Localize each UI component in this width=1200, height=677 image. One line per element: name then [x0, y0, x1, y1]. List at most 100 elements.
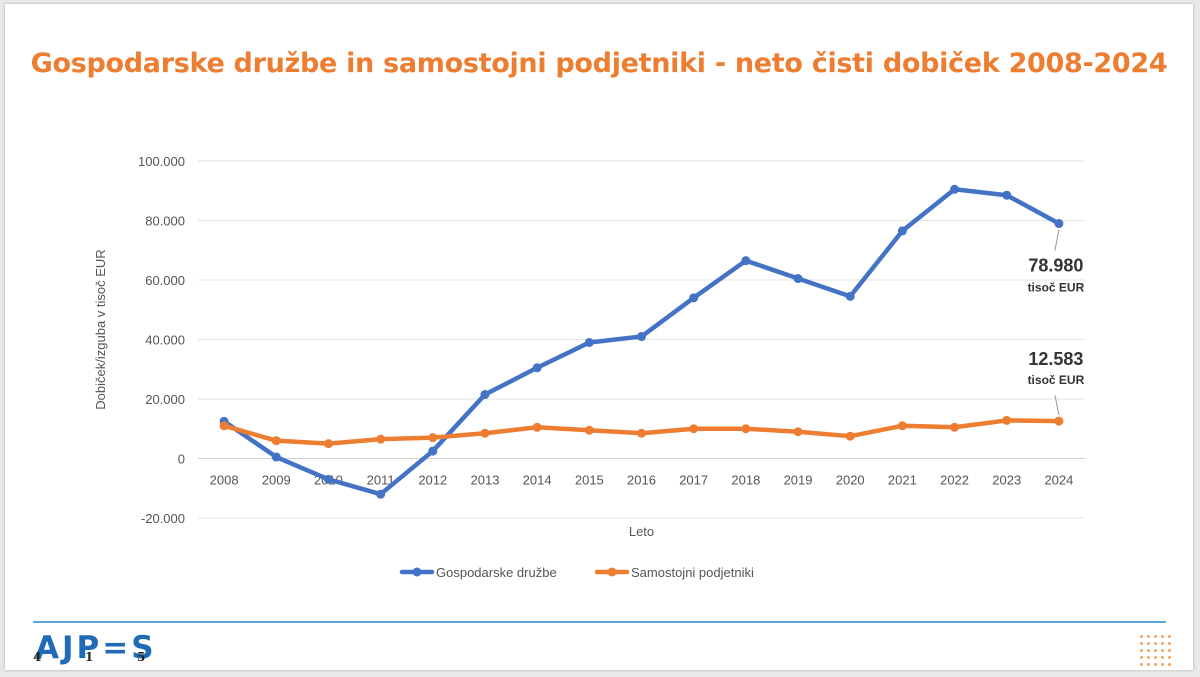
decorative-dots-icon — [1140, 635, 1176, 667]
decorative-dot — [1168, 656, 1171, 659]
data-point — [323, 439, 333, 449]
ajpes-logo: AJP=S 4 1 5 — [33, 630, 154, 666]
data-point — [793, 427, 803, 437]
decorative-dot — [1140, 656, 1143, 659]
decorative-dot — [1147, 649, 1150, 652]
y-tick-label: -20.000 — [141, 511, 185, 526]
decorative-dot — [1168, 649, 1171, 652]
decorative-dot — [1154, 656, 1157, 659]
decorative-dot — [1147, 635, 1150, 638]
x-tick-label: 2020 — [836, 473, 865, 488]
data-point — [480, 390, 490, 400]
x-tick-label: 2009 — [262, 473, 291, 488]
x-tick-label: 2013 — [471, 473, 500, 488]
data-point — [532, 422, 542, 432]
data-point — [532, 363, 542, 373]
decorative-dot — [1147, 656, 1150, 659]
data-point — [637, 332, 646, 342]
annotation-unit: tisoč EUR — [1028, 373, 1085, 387]
data-point — [950, 422, 960, 432]
annotation-unit: tisoč EUR — [1028, 281, 1085, 295]
legend-marker-1 — [412, 567, 422, 577]
decorative-dot — [1161, 663, 1164, 666]
data-point — [689, 424, 699, 434]
data-point — [271, 436, 281, 446]
data-point — [897, 226, 907, 236]
data-point — [323, 474, 333, 484]
data-point — [376, 489, 386, 499]
x-tick-label: 2018 — [731, 473, 760, 488]
decorative-dot — [1161, 656, 1164, 659]
footer-divider — [33, 621, 1166, 623]
series-line-1 — [221, 187, 1062, 497]
logo-digit-3: 5 — [137, 650, 146, 664]
x-tick-label: 2014 — [523, 473, 552, 488]
data-point — [376, 434, 386, 444]
decorative-dot — [1161, 642, 1164, 645]
y-tick-label: 20.000 — [145, 392, 185, 407]
decorative-dot — [1161, 649, 1164, 652]
data-point — [219, 421, 229, 431]
decorative-dot — [1154, 649, 1157, 652]
annotation-leader — [1054, 394, 1060, 416]
data-point — [271, 452, 281, 462]
data-point — [428, 446, 438, 456]
decorative-dot — [1161, 635, 1164, 638]
x-tick-label: 2023 — [992, 473, 1021, 488]
x-tick-label: 2024 — [1044, 473, 1073, 488]
data-point — [793, 274, 803, 284]
decorative-dot — [1168, 663, 1171, 666]
x-tick-label: 2019 — [784, 473, 813, 488]
data-point — [897, 421, 907, 431]
data-point — [845, 431, 855, 441]
data-point — [1054, 416, 1064, 426]
data-point — [584, 337, 594, 347]
decorative-dot — [1140, 663, 1143, 666]
data-point — [480, 428, 490, 438]
decorative-dot — [1154, 663, 1157, 666]
logo-letters: AJP=S — [35, 630, 157, 666]
x-tick-label: 2015 — [575, 473, 604, 488]
y-tick-label: 0 — [178, 452, 185, 467]
x-tick-label: 2011 — [367, 473, 395, 488]
y-axis-title: Dobiček/izguba v tisoč EUR — [93, 249, 108, 409]
logo-digit-1: 4 — [33, 650, 42, 664]
logo-digit-2: 1 — [85, 650, 94, 664]
data-point — [950, 184, 960, 194]
x-axis-title: Leto — [629, 524, 654, 539]
legend-label-1: Gospodarske družbe — [436, 565, 557, 580]
legend-label-2: Samostojni podjetniki — [631, 565, 754, 580]
x-tick-label: 2021 — [888, 473, 917, 488]
data-point — [741, 424, 751, 434]
data-point — [689, 293, 699, 303]
decorative-dot — [1168, 635, 1171, 638]
decorative-dot — [1140, 642, 1143, 645]
data-point — [1054, 219, 1064, 229]
data-point — [1002, 415, 1012, 425]
annotation-value: 78.980 — [1028, 256, 1083, 276]
x-tick-label: 2008 — [210, 473, 239, 488]
decorative-dot — [1140, 635, 1143, 638]
data-point — [845, 291, 855, 301]
legend-marker-2 — [607, 567, 617, 577]
y-tick-label: 100.000 — [138, 154, 185, 169]
annotation-value: 12.583 — [1028, 349, 1083, 369]
x-tick-label: 2012 — [418, 473, 447, 488]
decorative-dot — [1140, 649, 1143, 652]
data-point — [584, 425, 594, 435]
line-chart: 100.000 80.000 60.000 40.000 20.000 0 -20.000 2… — [93, 154, 1085, 580]
y-tick-label: 40.000 — [145, 333, 185, 348]
data-point — [637, 428, 646, 438]
x-tick-label: 2022 — [940, 473, 969, 488]
data-point — [1002, 190, 1012, 200]
decorative-dot — [1147, 642, 1150, 645]
chart-title: Gospodarske družbe in samostojni podjetn… — [30, 48, 1168, 79]
data-point — [741, 256, 751, 266]
decorative-dot — [1147, 663, 1150, 666]
y-tick-label: 60.000 — [145, 273, 185, 288]
y-tick-label: 80.000 — [145, 214, 185, 229]
decorative-dot — [1154, 642, 1157, 645]
annotation-leader — [1054, 229, 1060, 251]
decorative-dot — [1154, 635, 1157, 638]
data-point — [428, 433, 438, 443]
